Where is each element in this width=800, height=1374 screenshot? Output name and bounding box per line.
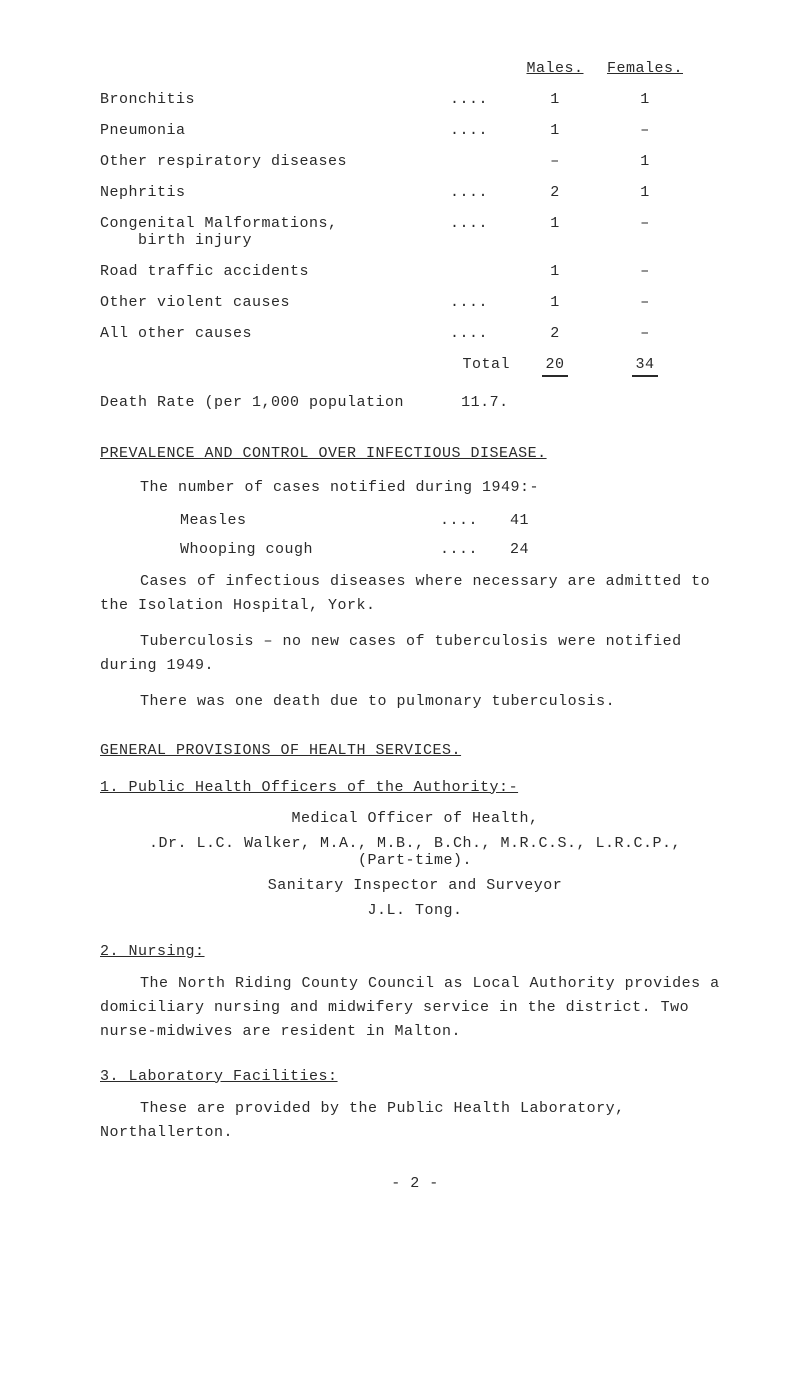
item1-heading: 1. Public Health Officers of the Authori…	[100, 779, 730, 796]
row-females: –	[600, 215, 690, 232]
row-dots: ....	[450, 122, 510, 139]
row-name: Nephritis	[100, 184, 450, 201]
item1-sub1: Medical Officer of Health,	[100, 810, 730, 827]
row-dots: ....	[450, 294, 510, 311]
row-females: –	[600, 325, 690, 342]
row-name: Pneumonia	[100, 122, 450, 139]
header-males: Males.	[510, 60, 600, 77]
notified-name: Whooping cough	[180, 541, 440, 558]
notified-row: Measles .... 41	[180, 512, 730, 529]
prevalence-para-1: Cases of infectious diseases where neces…	[100, 570, 730, 618]
row-males: –	[510, 153, 600, 170]
row-males: 2	[510, 325, 600, 342]
row-dots: ....	[450, 325, 510, 342]
item1-sub4: J.L. Tong.	[100, 902, 730, 919]
row-males: 1	[510, 122, 600, 139]
item1-sub2: .Dr. L.C. Walker, M.A., M.B., B.Ch., M.R…	[149, 835, 681, 852]
row-dots: ....	[450, 215, 510, 232]
notified-value: 41	[510, 512, 570, 529]
row-name: Other violent causes	[100, 294, 450, 311]
deaths-total-row: Total 20 34	[100, 356, 730, 377]
item3-heading: 3. Laboratory Facilities:	[100, 1068, 730, 1085]
row-females: 1	[600, 91, 690, 108]
row-name: Other respiratory diseases	[100, 153, 450, 170]
death-rate-value: 11.7.	[461, 394, 509, 411]
row-name: Road traffic accidents	[100, 263, 450, 280]
table-row: Bronchitis .... 1 1	[100, 91, 730, 108]
total-males: 20	[510, 356, 600, 377]
total-females: 34	[600, 356, 690, 377]
prevalence-para-2: Tuberculosis – no new cases of tuberculo…	[100, 630, 730, 678]
notified-dots: ....	[440, 541, 510, 558]
table-row: All other causes .... 2 –	[100, 325, 730, 342]
item2-para: The North Riding County Council as Local…	[100, 972, 730, 1044]
total-females-value: 34	[635, 356, 654, 373]
notified-dots: ....	[440, 512, 510, 529]
item1-sub3: Sanitary Inspector and Surveyor	[100, 877, 730, 894]
prevalence-heading: PREVALENCE AND CONTROL OVER INFECTIOUS D…	[100, 445, 730, 462]
page-root: Males. Females. Bronchitis .... 1 1 Pneu…	[0, 0, 800, 1232]
table-row: Road traffic accidents 1 –	[100, 263, 730, 280]
row-males: 1	[510, 215, 600, 232]
row-females: –	[600, 294, 690, 311]
prevalence-para-3: There was one death due to pulmonary tub…	[100, 690, 730, 714]
row-name: Bronchitis	[100, 91, 450, 108]
row-females: 1	[600, 153, 690, 170]
notified-name: Measles	[180, 512, 440, 529]
table-row: Pneumonia .... 1 –	[100, 122, 730, 139]
table-row: Nephritis .... 2 1	[100, 184, 730, 201]
row-males: 2	[510, 184, 600, 201]
row-dots: ....	[450, 184, 510, 201]
header-females: Females.	[600, 60, 690, 77]
row-males: 1	[510, 91, 600, 108]
item-3: 3. Laboratory Facilities: These are prov…	[100, 1068, 730, 1145]
table-row: Other violent causes .... 1 –	[100, 294, 730, 311]
item-2: 2. Nursing: The North Riding County Coun…	[100, 943, 730, 1044]
item1-sub2b: (Part-time).	[358, 852, 472, 869]
death-rate-label: Death Rate (per 1,000 population	[100, 394, 404, 411]
row-males: 1	[510, 263, 600, 280]
row-females: 1	[600, 184, 690, 201]
table-row: Congenital Malformations, birth injury .…	[100, 215, 730, 249]
row-females: –	[600, 122, 690, 139]
item-1: 1. Public Health Officers of the Authori…	[100, 779, 730, 919]
general-heading: GENERAL PROVISIONS OF HEALTH SERVICES.	[100, 742, 730, 759]
row-males: 1	[510, 294, 600, 311]
total-label: Total	[450, 356, 510, 373]
notified-value: 24	[510, 541, 570, 558]
item2-heading: 2. Nursing:	[100, 943, 730, 960]
row-females: –	[600, 263, 690, 280]
table-row: Other respiratory diseases – 1	[100, 153, 730, 170]
deaths-table-header: Males. Females.	[100, 60, 730, 77]
row-dots: ....	[450, 91, 510, 108]
page-number: - 2 -	[100, 1175, 730, 1192]
death-rate-line: Death Rate (per 1,000 population 11.7.	[100, 391, 730, 415]
prevalence-intro: The number of cases notified during 1949…	[140, 476, 730, 500]
row-name: All other causes	[100, 325, 450, 342]
notified-row: Whooping cough .... 24	[180, 541, 730, 558]
item3-para: These are provided by the Public Health …	[100, 1097, 730, 1145]
total-males-value: 20	[545, 356, 564, 373]
row-name: Congenital Malformations, birth injury	[100, 215, 450, 249]
